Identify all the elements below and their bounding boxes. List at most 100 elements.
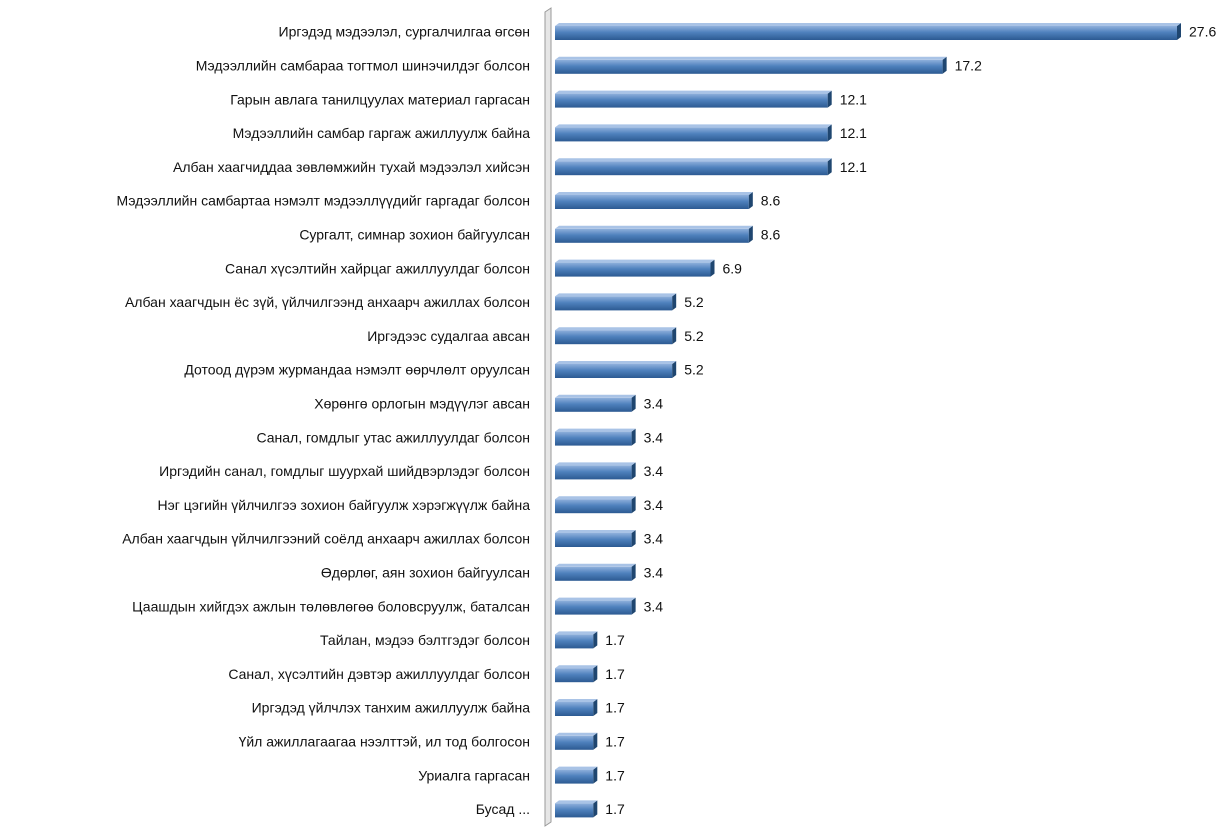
bar-top (555, 699, 598, 702)
bar-cap (748, 192, 753, 209)
bar-cap (672, 361, 677, 378)
bar-cap (593, 766, 598, 784)
bar (555, 702, 594, 716)
bar (555, 533, 632, 547)
bar-cap (827, 124, 832, 142)
bar-top (555, 394, 636, 398)
bar-top (555, 428, 636, 432)
bar-cap (1177, 23, 1181, 40)
category-label: Цаашдын хийгдэх ажлын төлөвлөгөө боловср… (132, 598, 530, 614)
category-label: Мэдээллийн самбартаа нэмэлт мэдээллүүдий… (117, 193, 530, 209)
category-label: Иргэдэд үйлчлэх танхим ажиллуулж байна (252, 700, 531, 716)
bar-top (555, 766, 598, 770)
category-label: Санал, хүсэлтийн дэвтэр ажиллуулдаг болс… (228, 666, 530, 682)
bar-cap (631, 496, 636, 514)
bar (555, 600, 632, 615)
value-label: 5.2 (684, 328, 704, 344)
bar (555, 26, 1177, 40)
bar-top (555, 361, 677, 364)
value-label: 3.4 (644, 463, 664, 479)
bar (555, 330, 673, 345)
value-label: 5.2 (684, 362, 704, 378)
bar-top (555, 90, 832, 94)
value-label: 12.1 (840, 159, 867, 175)
category-label: Өдөрлөг, аян зохион байгуулсан (321, 565, 530, 581)
category-label: Бусад ... (476, 801, 530, 817)
bar-cap (942, 56, 947, 74)
bar-cap (593, 631, 598, 649)
axis-wall (544, 7, 552, 827)
bar-top (555, 530, 636, 533)
bar-cap (672, 293, 677, 311)
bar (555, 397, 632, 412)
bar (555, 431, 632, 446)
bar-cap (631, 394, 636, 412)
value-label: 8.6 (761, 227, 781, 243)
category-label: Хөрөнгө орлогын мэдүүлэг авсан (314, 396, 530, 412)
bar-cap (593, 665, 598, 683)
bar-top (555, 665, 598, 669)
bar-cap (631, 563, 636, 581)
bar-cap (593, 800, 598, 818)
bar (555, 195, 749, 209)
value-label: 27.6 (1189, 24, 1216, 40)
value-label: 3.4 (644, 396, 664, 412)
category-label: Санал, гомдлыг утас ажиллуулдаг болсон (256, 429, 530, 445)
value-label: 1.7 (605, 632, 625, 648)
value-label: 12.1 (840, 91, 867, 107)
bar (555, 296, 673, 311)
bar-top (555, 732, 598, 736)
bar-top (555, 225, 753, 229)
bar-top (555, 124, 832, 128)
category-label: Уриалга гаргасан (418, 767, 530, 783)
bar (555, 364, 673, 378)
bar (555, 634, 594, 649)
value-label: 8.6 (761, 193, 781, 209)
value-label: 1.7 (605, 767, 625, 783)
bar (555, 803, 594, 818)
bar-cap (672, 327, 677, 345)
value-label: 1.7 (605, 801, 625, 817)
bar-top (555, 293, 677, 297)
bar-cap (748, 225, 753, 243)
bar (555, 769, 594, 784)
category-label: Сургалт, симнар зохион байгуулсан (299, 227, 530, 243)
bar-top (555, 563, 636, 567)
bar (555, 465, 632, 480)
category-label: Албан хаагчдын үйлчилгээний соёлд анхаар… (122, 531, 530, 547)
bar (555, 127, 828, 142)
bar-top (555, 597, 636, 601)
category-label: Санал хүсэлтийн хайрцаг ажиллуулдаг болс… (225, 260, 530, 276)
value-label: 12.1 (840, 125, 867, 141)
category-label: Гарын авлага танилцуулах материал гаргас… (230, 91, 530, 107)
value-label: 1.7 (605, 700, 625, 716)
bar (555, 93, 828, 108)
value-label: 5.2 (684, 294, 704, 310)
bar-cap (593, 732, 598, 750)
value-label: 1.7 (605, 666, 625, 682)
bar-top (555, 631, 598, 635)
bar (555, 566, 632, 581)
category-label: Иргэдээс судалгаа авсан (367, 328, 530, 344)
bar-cap (631, 462, 636, 480)
bar (555, 262, 711, 277)
bar-top (555, 56, 947, 60)
bar-cap (827, 90, 832, 108)
value-label: 6.9 (723, 260, 743, 276)
bar-top (555, 23, 1181, 26)
bar-top (555, 462, 636, 466)
bar-top (555, 259, 715, 263)
category-label: Иргэдийн санал, гомдлыг шуурхай шийдвэрл… (159, 463, 530, 479)
value-label: 3.4 (644, 531, 664, 547)
category-label: Тайлан, мэдээ бэлтгэдэг болсон (320, 632, 530, 648)
category-label: Албан хаагчиддаа зөвлөмжийн тухай мэдээл… (173, 159, 530, 175)
category-label: Албан хаагчдын ёс зүй, үйлчилгээнд анхаа… (125, 294, 530, 310)
bar-cap (631, 597, 636, 615)
value-label: 3.4 (644, 565, 664, 581)
value-label: 1.7 (605, 734, 625, 750)
category-label: Мэдээллийн самбараа тогтмол шинэчилдэг б… (196, 58, 530, 74)
category-label: Иргэдэд мэдээлэл, сургалчилгаа өгсөн (279, 24, 530, 40)
bar-top (555, 496, 636, 500)
bar (555, 668, 594, 683)
